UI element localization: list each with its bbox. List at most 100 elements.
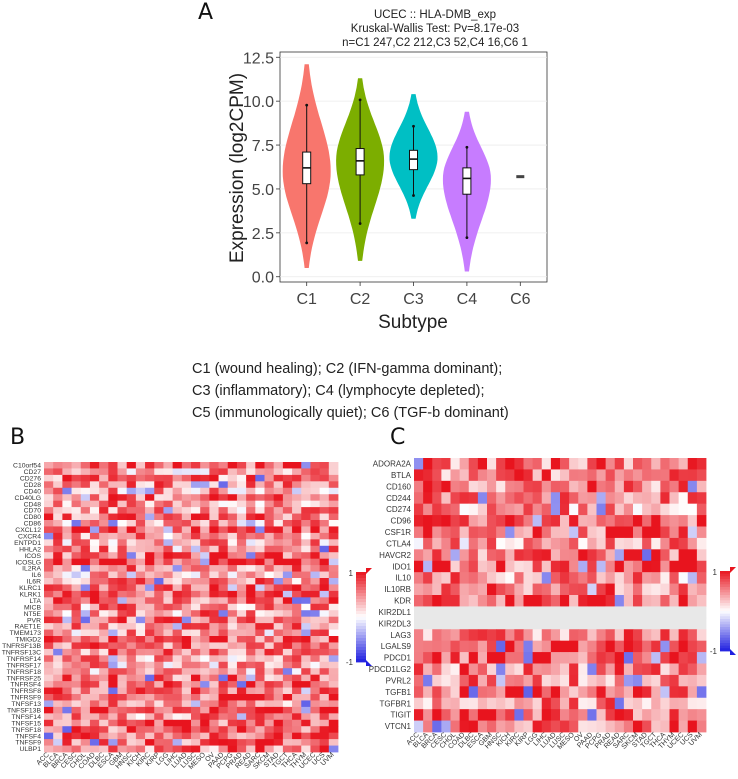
heatmap-cell — [117, 687, 128, 695]
heatmap-cell — [44, 552, 54, 560]
heatmap-cell — [209, 603, 219, 611]
heatmap-cell — [319, 494, 330, 502]
heatmap-cell — [154, 719, 164, 727]
heatmap-cell — [255, 745, 265, 753]
heatmap-cell — [126, 552, 137, 560]
heatmap-cell — [154, 739, 164, 746]
heatmap-cell — [669, 629, 680, 642]
heatmap-cell — [532, 652, 543, 664]
heatmap-cell — [292, 636, 302, 643]
heatmap-cell — [163, 739, 174, 746]
colorbar-segment — [356, 659, 366, 663]
heatmap-cell — [623, 515, 634, 527]
heatmap-cell — [414, 720, 424, 733]
heatmap-cell — [578, 503, 588, 516]
colorbar-segment — [720, 635, 730, 639]
heatmap-cell — [227, 584, 238, 592]
heatmap-cell — [301, 603, 311, 611]
heatmap-cell — [172, 558, 183, 566]
heatmap-cell — [560, 503, 570, 516]
heatmap-cell — [71, 719, 82, 727]
heatmap-cell — [523, 526, 534, 539]
heatmap-cell — [292, 539, 302, 547]
heatmap-cell — [191, 590, 201, 598]
heatmap-cell — [477, 674, 488, 687]
heatmap-row-label: CTLA4 — [386, 539, 411, 548]
heatmap-cell — [71, 745, 82, 753]
heatmap-cell — [310, 578, 321, 585]
heatmap-cell — [414, 617, 424, 630]
heatmap-cell — [218, 706, 229, 714]
heatmap-cell — [496, 515, 506, 527]
heatmap-cell — [328, 700, 339, 708]
heatmap-cell — [614, 595, 625, 607]
heatmap-cell — [89, 526, 100, 534]
heatmap-cell — [596, 492, 607, 505]
heatmap-cell — [605, 709, 616, 721]
heatmap-cell — [200, 700, 210, 708]
heatmap-cell — [605, 537, 616, 550]
heatmap-row-label: CD160 — [386, 482, 411, 491]
heatmap-cell — [145, 494, 155, 502]
heatmap-cell — [414, 663, 424, 676]
heatmap-cell — [623, 458, 634, 470]
heatmap-cell — [99, 642, 109, 650]
heatmap-cell — [172, 642, 183, 650]
heatmap-cell — [669, 663, 680, 676]
heatmap-cell — [487, 617, 497, 630]
heatmap-cell — [200, 603, 210, 611]
heatmap-cell — [319, 500, 330, 508]
heatmap-cell — [227, 552, 238, 560]
heatmap-cell — [623, 640, 634, 653]
heatmap-cell — [200, 687, 210, 695]
heatmap-cell — [623, 617, 634, 630]
heatmap-cell — [450, 537, 461, 550]
heatmap-cell — [227, 745, 238, 753]
heatmap-cell — [209, 487, 219, 495]
heatmap-cell — [117, 565, 128, 572]
heatmap-cell — [292, 584, 302, 592]
heatmap-cell — [53, 597, 63, 605]
heatmap-cell — [310, 565, 321, 572]
heatmap-cell — [505, 458, 515, 470]
heatmap-cell — [505, 709, 515, 721]
heatmap-cell — [135, 700, 146, 708]
heatmap-cell — [587, 515, 597, 527]
heatmap-cell — [605, 617, 616, 630]
colorbar-segment — [356, 620, 366, 624]
heatmap-cell — [44, 674, 54, 682]
heatmap-cell — [236, 610, 247, 618]
heatmap-cell — [310, 739, 321, 746]
heatmap-cell — [209, 590, 219, 598]
heatmap-cell — [532, 663, 543, 676]
heatmap-cell — [459, 549, 470, 562]
heatmap-cell — [236, 462, 247, 469]
heatmap-cell — [44, 462, 54, 469]
heatmap-row-label: CD244 — [386, 494, 411, 503]
heatmap-cell — [319, 513, 330, 521]
heatmap-cell — [126, 726, 137, 734]
heatmap-cell — [514, 663, 524, 676]
heatmap-cell — [532, 674, 543, 687]
heatmap-cell — [255, 507, 265, 514]
heatmap-row-label: TNFSF14 — [12, 714, 42, 721]
heatmap-cell — [89, 610, 100, 618]
heatmap-cell — [301, 706, 311, 714]
heatmap-cell — [319, 655, 330, 663]
heatmap-cell — [669, 720, 680, 733]
heatmap-cell — [468, 709, 479, 721]
heatmap-cell — [642, 583, 652, 596]
heatmap-cell — [414, 469, 424, 482]
heatmap-cell — [273, 674, 284, 682]
heatmap-cell — [117, 681, 128, 688]
heatmap-cell — [53, 571, 63, 579]
heatmap-cell — [246, 590, 256, 598]
heatmap-cell — [614, 515, 625, 527]
heatmap-cell — [255, 694, 265, 701]
heatmap-cell — [227, 642, 238, 650]
heatmap-cell — [163, 636, 174, 643]
heatmap-cell — [678, 697, 689, 710]
heatmap-cell — [181, 648, 192, 656]
heatmap-cell — [441, 606, 451, 619]
heatmap-cell — [209, 474, 219, 482]
